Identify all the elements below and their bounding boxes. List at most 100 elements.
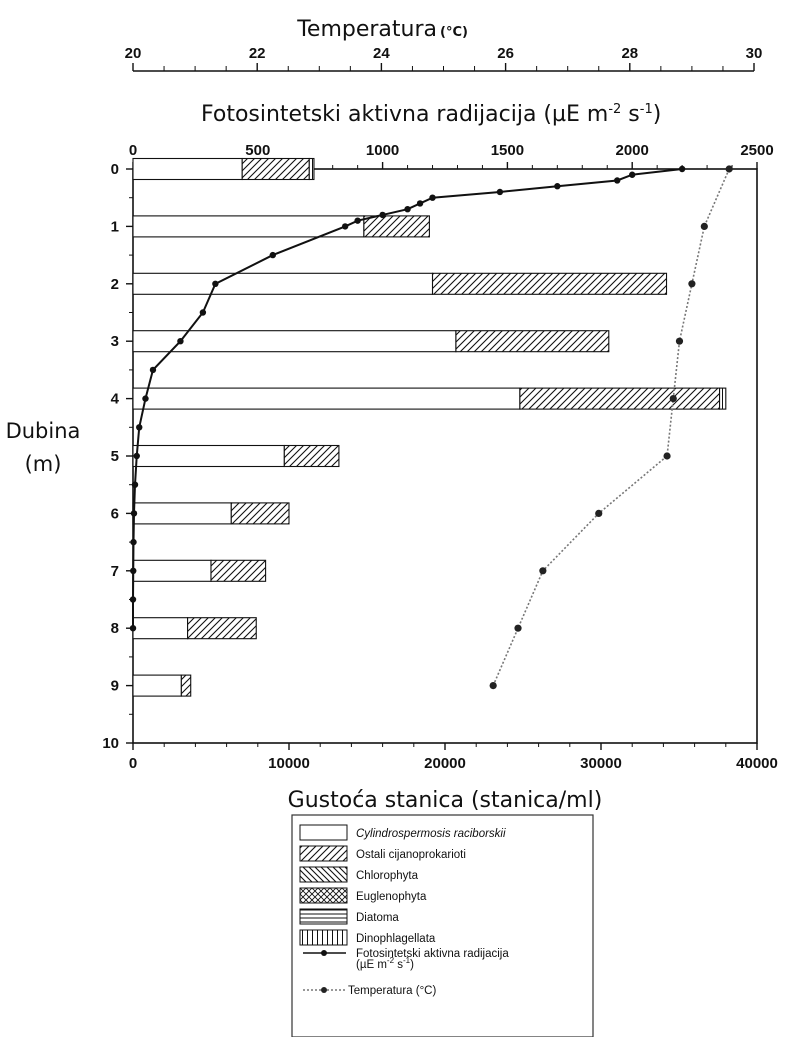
bar-segment	[719, 387, 727, 410]
radiation-point	[199, 309, 207, 316]
temperature-axis-unit: (°C)	[440, 25, 468, 40]
bar-segment	[431, 272, 668, 295]
bar-segment	[132, 157, 243, 181]
depth-tick-label: 2	[111, 276, 119, 293]
temperature-point	[663, 452, 671, 460]
depth-tick-label: 3	[111, 333, 119, 350]
radiation-point	[416, 200, 424, 207]
bar-segment	[363, 215, 430, 238]
radiation-point	[130, 538, 137, 546]
bar-segment	[132, 444, 285, 468]
temperature-tick-label: 30	[746, 45, 763, 62]
temperature-tick-label: 22	[249, 45, 266, 62]
bar-segment	[519, 387, 721, 410]
radiation-point	[149, 366, 157, 374]
depth-tick-label: 6	[111, 505, 119, 522]
depth-tick-label: 5	[111, 448, 119, 465]
bar-segment	[132, 559, 212, 582]
cells-tick-label: 0	[129, 755, 137, 772]
radiation-tick-label: 2000	[616, 142, 649, 159]
radiation-point	[212, 280, 219, 287]
radiation-point	[177, 338, 184, 345]
radiation-point	[629, 171, 636, 178]
legend-swatch	[299, 908, 348, 925]
legend-swatch	[299, 929, 348, 946]
temperature-axis: Temperatura (°C) 20 22 24 26 28 30	[125, 17, 763, 72]
legend-label: Ostali cijanoprokarioti	[356, 849, 466, 861]
radiation-point	[379, 211, 386, 219]
temperature-line	[492, 168, 730, 686]
radiation-point	[429, 194, 436, 201]
radiation-point	[354, 217, 361, 224]
depth-tick-label: 1	[111, 218, 119, 235]
temperature-tick-label: 28	[621, 45, 638, 62]
radiation-point	[136, 424, 143, 431]
legend-label: Euglenophyta	[356, 891, 427, 903]
legend-label: Dinophlagellata	[356, 933, 436, 945]
temperature-axis-title: Temperatura	[296, 17, 437, 42]
radiation-tick-label: 1000	[366, 142, 399, 159]
legend-swatch	[299, 866, 348, 883]
depth-tick-label: 8	[111, 620, 119, 637]
legend-label: Fotosintetski aktivna radijacija	[356, 948, 509, 960]
temperature-point	[669, 395, 677, 403]
bar-segment	[132, 502, 232, 525]
bar-segment	[187, 617, 257, 640]
bar-segment	[132, 272, 434, 295]
cells-tick-label: 10000	[268, 755, 310, 772]
temperature-tick-label: 24	[373, 45, 390, 62]
radiation-point	[614, 177, 621, 184]
bar-segment	[132, 617, 189, 640]
radiation-point	[678, 165, 686, 173]
temperature-point	[725, 165, 733, 173]
temperature-tick-label: 26	[497, 45, 514, 62]
bar-segment	[241, 157, 310, 181]
x-axis-label: Gustoća stanica (stanica/ml)	[288, 788, 603, 813]
cells-tick-label: 20000	[424, 755, 466, 772]
bar-segment	[132, 674, 182, 697]
radiation-tick-label: 2500	[740, 142, 773, 159]
radiation-point	[130, 567, 137, 574]
radiation-point	[142, 395, 149, 402]
bar-segment	[132, 387, 521, 410]
radiation-point	[133, 452, 140, 460]
depth-tick-label: 0	[111, 161, 119, 178]
legend-swatch	[299, 824, 348, 841]
radiation-tick-label: 1500	[491, 142, 524, 159]
temperature-point	[595, 509, 603, 517]
y-axis-unit: (m)	[25, 452, 62, 476]
radiation-axis-title: Fotosintetski aktivna radijacija (µE m-2…	[201, 102, 661, 127]
temperature-point	[514, 624, 522, 632]
legend-radiation-line2: (µE m-2 s-1)	[356, 956, 414, 971]
radiation-point	[341, 223, 349, 230]
cells-tick-label: 30000	[580, 755, 622, 772]
radiation-point	[131, 481, 139, 488]
temperature-point	[489, 682, 497, 690]
legend-label: Temperatura (°C)	[348, 985, 436, 997]
legend-swatch	[299, 845, 348, 862]
legend-swatch	[299, 887, 348, 904]
cells-tick-label: 40000	[736, 755, 778, 772]
temperature-point	[539, 567, 547, 575]
temperature-point	[700, 222, 708, 230]
legend-label: Cylindrospermosis raciborskii	[356, 828, 506, 840]
radiation-point	[269, 251, 276, 259]
depth-tick-label: 7	[111, 563, 119, 580]
depth-tick-label: 10	[102, 735, 119, 752]
radiation-point	[554, 183, 561, 190]
legend-temperature-marker	[321, 987, 327, 993]
radiation-tick-label: 0	[129, 142, 137, 159]
temperature-point	[688, 280, 696, 288]
bar-segment	[283, 444, 340, 468]
y-axis-label: Dubina	[6, 419, 81, 443]
legend-radiation-marker	[321, 950, 327, 956]
bar-segment	[308, 157, 315, 181]
legend: Cylindrospermosis raciborskii Ostali cija…	[291, 814, 594, 1037]
legend-label: Chlorophyta	[356, 870, 419, 882]
legend-label: Diatoma	[356, 912, 399, 924]
temperature-tick-label: 20	[125, 45, 142, 62]
radiation-point	[496, 188, 504, 196]
radiation-point	[130, 510, 138, 517]
bar-segment	[455, 330, 610, 353]
